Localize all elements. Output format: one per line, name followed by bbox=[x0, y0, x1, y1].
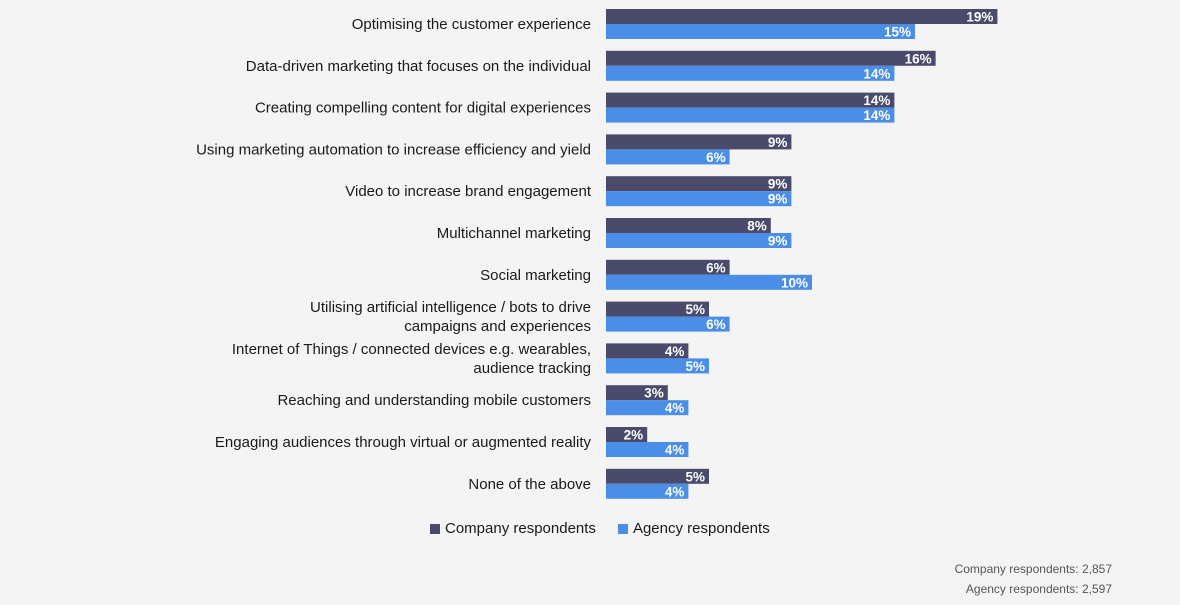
value-label-company: 2% bbox=[624, 428, 644, 443]
value-label-company: 19% bbox=[966, 10, 993, 25]
legend-label-agency: Agency respondents bbox=[632, 520, 770, 537]
bar-agency bbox=[606, 274, 812, 290]
bar-agency bbox=[606, 24, 915, 39]
bar-agency bbox=[606, 358, 709, 374]
bar-chart: Optimising the customer experience 19% 15%… bbox=[196, 9, 998, 499]
value-label-agency: 4% bbox=[665, 484, 685, 499]
value-label-agency: 15% bbox=[884, 25, 911, 40]
company-sample-size: Company respondents: 2,857 bbox=[954, 562, 1112, 576]
value-label-company: 5% bbox=[685, 302, 705, 317]
legend-swatch-agency bbox=[617, 523, 628, 534]
agency-sample-size: Agency respondents: 2,597 bbox=[965, 582, 1112, 596]
bar-agency bbox=[606, 65, 895, 81]
value-label-company: 5% bbox=[685, 469, 705, 484]
category-label: Multichannel marketing bbox=[437, 225, 591, 242]
sample-size-note: Company respondents: 2,857 Agency respon… bbox=[955, 559, 1112, 599]
category-label: Utilising artificial intelligence / bots… bbox=[310, 299, 591, 335]
bar-company bbox=[606, 343, 689, 359]
value-label-agency: 14% bbox=[863, 66, 890, 81]
value-label-agency: 9% bbox=[768, 234, 788, 249]
category-label: Social marketing bbox=[480, 267, 591, 284]
value-label-agency: 10% bbox=[781, 275, 808, 290]
bar-company bbox=[606, 50, 936, 66]
bar-company bbox=[606, 176, 792, 192]
bar-agency bbox=[606, 191, 792, 207]
category-label: Using marketing automation to increase e… bbox=[196, 141, 591, 158]
category-label: Video to increase brand engagement bbox=[345, 183, 592, 200]
legend: Company respondents Agency respondents bbox=[430, 520, 770, 537]
bar-company bbox=[606, 385, 668, 401]
value-label-company: 16% bbox=[905, 51, 932, 66]
bar-company bbox=[606, 468, 709, 484]
bar-agency bbox=[606, 107, 895, 123]
category-label: Reaching and understanding mobile custom… bbox=[277, 392, 591, 409]
bar-company bbox=[606, 301, 709, 317]
value-label-company: 9% bbox=[768, 135, 788, 150]
bar-agency bbox=[606, 233, 792, 248]
bar-company bbox=[606, 92, 895, 108]
bar-company bbox=[606, 427, 648, 442]
bar-agency bbox=[606, 442, 689, 457]
value-label-company: 4% bbox=[665, 344, 685, 359]
bar-agency bbox=[606, 400, 689, 416]
value-label-agency: 9% bbox=[768, 192, 788, 207]
value-label-agency: 4% bbox=[665, 443, 685, 458]
category-label: None of the above bbox=[468, 476, 591, 493]
legend-item-agency: Agency respondents bbox=[617, 520, 770, 537]
value-label-company: 3% bbox=[644, 386, 664, 401]
value-label-agency: 6% bbox=[706, 317, 726, 332]
category-label: Optimising the customer experience bbox=[352, 16, 591, 33]
bar-agency bbox=[606, 316, 730, 332]
legend-label-company: Company respondents bbox=[445, 520, 596, 537]
legend-item-company: Company respondents bbox=[430, 520, 596, 537]
value-label-company: 14% bbox=[863, 93, 890, 108]
bar-agency bbox=[606, 149, 730, 165]
legend-swatch-company bbox=[430, 523, 440, 534]
bar-company bbox=[606, 9, 998, 24]
value-label-agency: 4% bbox=[665, 401, 685, 416]
bar-agency bbox=[606, 483, 689, 499]
value-label-company: 6% bbox=[706, 260, 726, 275]
bar-company bbox=[606, 134, 792, 150]
value-label-company: 8% bbox=[747, 219, 767, 234]
value-label-company: 9% bbox=[768, 177, 788, 192]
category-label: Engaging audiences through virtual or au… bbox=[215, 434, 592, 451]
category-label: Internet of Things / connected devices e… bbox=[232, 341, 591, 377]
bar-company bbox=[606, 218, 771, 233]
value-label-agency: 6% bbox=[706, 150, 726, 165]
bar-company bbox=[606, 259, 730, 275]
value-label-agency: 14% bbox=[863, 108, 890, 123]
category-label: Creating compelling content for digital … bbox=[255, 100, 591, 117]
category-label: Data-driven marketing that focuses on th… bbox=[246, 58, 591, 75]
value-label-agency: 5% bbox=[685, 359, 705, 374]
